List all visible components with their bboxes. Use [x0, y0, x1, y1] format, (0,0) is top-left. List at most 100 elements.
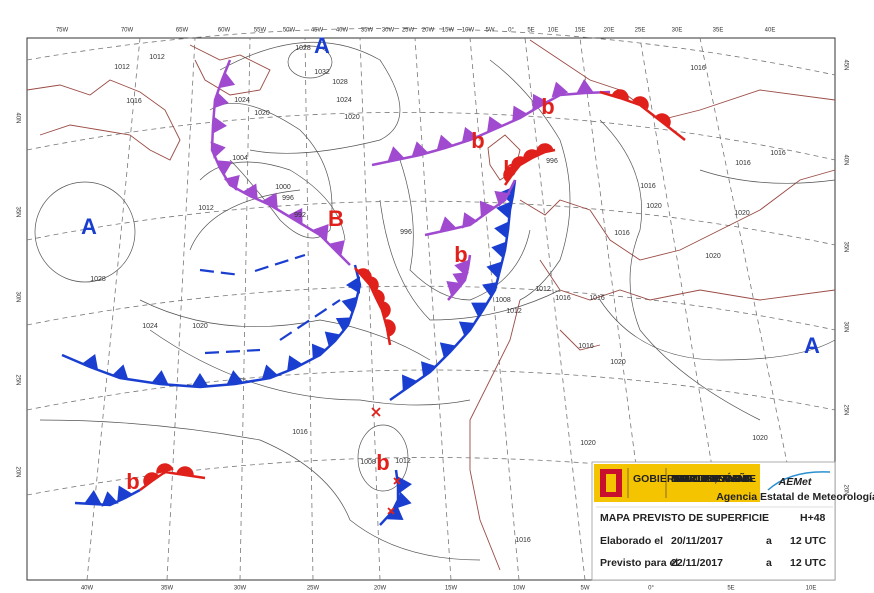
fronts — [61, 59, 686, 526]
isobar-label: 1024 — [234, 97, 250, 104]
longitude-label: 0° — [508, 28, 514, 34]
isobar-label: 1028 — [332, 79, 348, 86]
longitude-label: 10E — [548, 28, 559, 34]
longitude-label: 35W — [361, 28, 374, 34]
longitude-label: 5W — [581, 586, 590, 592]
isobar-label: 1004 — [232, 155, 248, 162]
info-made-label: Elaborado el — [600, 535, 663, 547]
isobar-label: 1016 — [614, 230, 630, 237]
isobar-label: 1000 — [275, 184, 291, 191]
isobar-label: 1020 — [734, 210, 750, 217]
longitude-label: 40W — [336, 28, 349, 34]
isobar-label: 1012 — [198, 205, 214, 212]
isobar-label: 1016 — [589, 295, 605, 302]
info-made-date: 20/11/2017 — [671, 535, 723, 547]
info-agency: AEMet — [778, 476, 812, 488]
pressure-center: B — [328, 206, 344, 231]
longitude-label: 15E — [575, 28, 586, 34]
isobar-label: 1008 — [360, 459, 376, 466]
pressure-center: b — [376, 450, 389, 475]
longitude-label: 30E — [672, 28, 683, 34]
longitude-label: 10E — [806, 586, 817, 592]
isobar-label: 1016 — [690, 65, 706, 72]
isobar-label: 1020 — [610, 359, 626, 366]
longitude-label: 35E — [713, 28, 724, 34]
pressure-center: A — [81, 214, 97, 239]
isobar-label: 996 — [282, 195, 294, 202]
longitude-label: 30W — [382, 28, 395, 34]
latitude-label: 25N — [14, 374, 20, 385]
longitude-label: 60W — [218, 28, 231, 34]
isobar-label: 1012 — [506, 308, 522, 315]
pressure-center: b — [503, 156, 516, 181]
longitude-label: 75W — [56, 28, 69, 34]
longitude-label: 5W — [486, 28, 495, 34]
isobar-label: 1012 — [395, 458, 411, 465]
isobar-label: 996 — [546, 158, 558, 165]
isobar-label: 1012 — [114, 64, 130, 71]
info-ministry: MINISTERIO DE AGRICULTURA Y PESCA, ALIME… — [671, 472, 756, 485]
longitude-label: 25E — [635, 28, 646, 34]
latitude-label: 25N — [842, 404, 848, 415]
latitude-label: 40N — [842, 154, 848, 165]
longitude-label: 65W — [176, 28, 189, 34]
pressure-center: b — [541, 94, 554, 119]
longitude-label: 30W — [234, 586, 247, 592]
pressure-center: A — [804, 333, 820, 358]
latitude-label: 35N — [842, 241, 848, 252]
longitude-label: 50W — [283, 28, 296, 34]
info-gov: GOBIERNO DE ESPAÑA — [633, 472, 754, 485]
isobar-label: 1016 — [640, 183, 656, 190]
longitude-label: 45W — [311, 28, 324, 34]
longitude-label: 10W — [513, 586, 526, 592]
isobar-label: 1024 — [142, 323, 158, 330]
isobar-label: 1012 — [149, 54, 165, 61]
latitude-label: 40N — [14, 112, 20, 123]
isobar-label: 992 — [294, 212, 306, 219]
isobar-label: 1008 — [495, 297, 511, 304]
latitude-label: 35N — [14, 206, 20, 217]
isobar-label: 996 — [400, 229, 412, 236]
info-valid-date: 22/11/2017 — [671, 557, 723, 569]
info-title: MAPA PREVISTO DE SUPERFICIE — [600, 512, 769, 524]
info-valid-at: a — [766, 557, 772, 569]
longitude-label: 20E — [604, 28, 615, 34]
isobar-label: 1020 — [192, 323, 208, 330]
isobar-label: 1012 — [535, 286, 551, 293]
pressure-center: b — [471, 128, 484, 153]
isobar-label: 1020 — [344, 114, 360, 121]
info-agency-full: Agencia Estatal de Meteorología — [716, 491, 874, 503]
pressure-center: b — [126, 469, 139, 494]
isobar-label: 1028 — [90, 276, 106, 283]
isobar-label: 1016 — [578, 343, 594, 350]
longitude-label: 5E — [727, 586, 734, 592]
info-made-time: 12 UTC — [790, 535, 827, 547]
isobar-label: 1020 — [705, 253, 721, 260]
isobar-label: 1020 — [254, 110, 270, 117]
isobar-label: 1020 — [752, 435, 768, 442]
longitude-label: 25W — [402, 28, 415, 34]
longitude-label: 15W — [442, 28, 455, 34]
latitude-label: 45N — [842, 59, 848, 70]
isobar-label: 1016 — [126, 98, 142, 105]
isobar-label: 1024 — [336, 97, 352, 104]
longitude-label: 10W — [462, 28, 475, 34]
isobar-label: 1020 — [646, 203, 662, 210]
isobar-label: 1016 — [292, 429, 308, 436]
isobar-label: 1032 — [314, 69, 330, 76]
isobar-label: 1028 — [295, 45, 311, 52]
latitude-label: 20N — [842, 484, 848, 495]
isobar-label: 1016 — [770, 150, 786, 157]
isobar-label: 1016 — [735, 160, 751, 167]
pressure-center: b — [454, 242, 467, 267]
info-lead: H+48 — [800, 512, 826, 524]
longitude-label: 40E — [765, 28, 776, 34]
longitude-label: 20W — [374, 586, 387, 592]
longitude-label: 70W — [121, 28, 134, 34]
info-valid-time: 12 UTC — [790, 557, 827, 569]
longitude-label: 35W — [161, 586, 174, 592]
info-valid-label: Previsto para el — [600, 557, 678, 569]
longitude-label: 5E — [527, 28, 534, 34]
longitude-label: 55W — [254, 28, 267, 34]
